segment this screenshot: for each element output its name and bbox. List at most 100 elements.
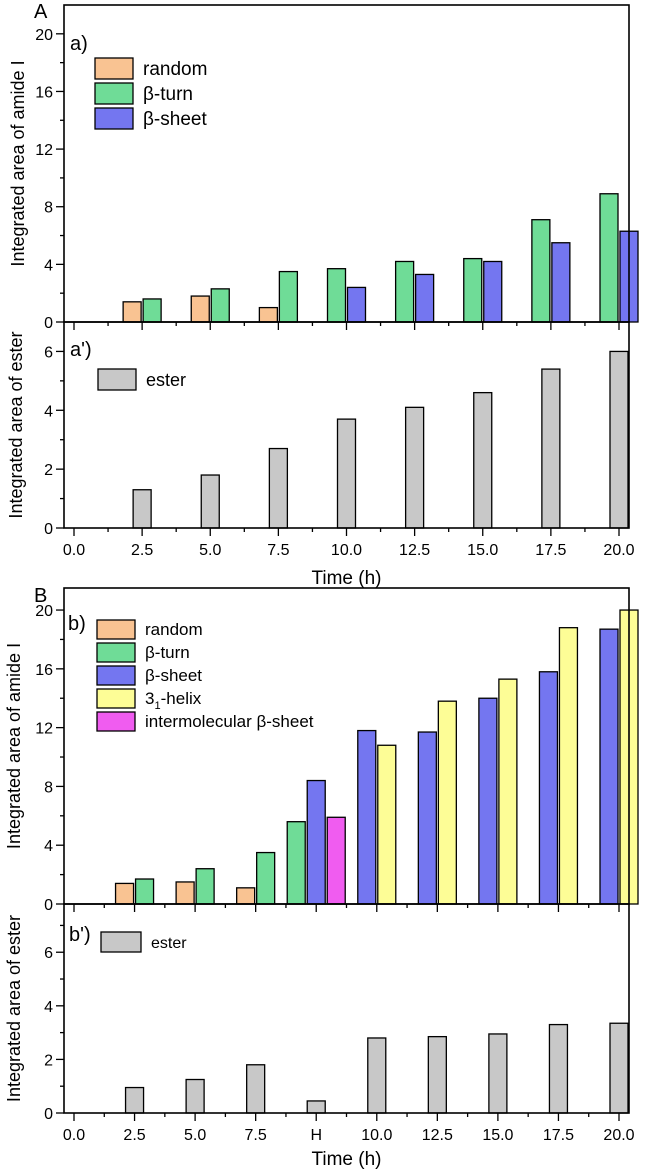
bar-random-2.5 <box>114 882 135 905</box>
y-tick-label: 6 <box>44 945 53 962</box>
y-tick-label: 4 <box>44 257 53 274</box>
subplot-label: b) <box>68 613 86 635</box>
x-tick-label: 2.5 <box>131 542 153 559</box>
y-tick-label: 0 <box>44 521 53 538</box>
bar-helix-15.0 <box>498 678 518 905</box>
y-tick-label: 20 <box>35 603 53 620</box>
y-tick-label: 0 <box>44 315 53 332</box>
y-tick-label: 2 <box>44 1052 53 1069</box>
bar-beta_turn-5.0 <box>210 288 230 323</box>
bar-random-7.5 <box>258 306 279 323</box>
legend-label-ester: ester <box>151 935 187 952</box>
legend-swatch-beta_turn <box>96 642 136 663</box>
x-tick-label: 17.5 <box>543 1127 574 1144</box>
y-tick-label: 4 <box>44 838 53 855</box>
bar-helix-12.5 <box>437 700 457 905</box>
y-axis-label: Integrated area of ester <box>4 915 24 1102</box>
legend-label-beta_turn: β-turn <box>143 84 193 105</box>
bar-random-5.0 <box>175 881 195 905</box>
legend: ester <box>97 368 186 391</box>
x-tick-label: 7.5 <box>267 542 289 559</box>
x-tick-label: 2.5 <box>123 1127 145 1144</box>
bar-ester-15.0 <box>473 391 493 529</box>
panel-letter: A <box>34 1 48 23</box>
bar-ester-15.0 <box>488 1033 508 1114</box>
bar-beta_sheet-12.5 <box>414 273 435 323</box>
bar-random-7.5 <box>236 887 256 905</box>
legend-swatch-intermolecular <box>96 711 136 732</box>
legend-swatch-random <box>94 57 134 80</box>
bar-beta_turn-2.5 <box>134 878 155 905</box>
y-tick-label: 4 <box>44 999 53 1016</box>
y-tick-label: 12 <box>35 142 53 159</box>
y-tick-label: 0 <box>44 1106 53 1123</box>
legend-label-intermolecular: intermolecular β-sheet <box>145 712 314 731</box>
x-tick-label: 7.5 <box>245 1127 267 1144</box>
bar-beta_turn-7.5 <box>278 270 299 323</box>
bar-ester-7.5 <box>268 447 289 529</box>
bar-beta_turn-12.5 <box>394 260 415 323</box>
bar-ester-2.5 <box>124 1086 145 1114</box>
x-tick-label: H <box>310 1127 322 1144</box>
x-tick-label: 10.0 <box>361 1127 392 1144</box>
bar-helix-10.0 <box>377 744 397 905</box>
x-tick-label: 10.0 <box>331 542 362 559</box>
legend: random β-turn β-sheet 31-helixintermolecula… <box>96 619 314 732</box>
y-tick-label: 4 <box>44 403 53 420</box>
y-tick-label: 12 <box>35 721 53 738</box>
bar-ester-17.5 <box>541 368 561 529</box>
x-tick-label: 20.0 <box>603 542 634 559</box>
bar-random-5.0 <box>190 295 210 323</box>
panel-letter: B <box>34 585 47 607</box>
x-tick-label: 20.0 <box>603 1127 634 1144</box>
subplot-b: 0 4 8 12 16 20 b) Integrated area of amide I ran… <box>4 587 639 914</box>
legend-swatch-helix <box>96 688 136 709</box>
bar-intermolecular-H <box>326 816 346 905</box>
y-tick-label: 8 <box>44 779 53 796</box>
subplot-label: a) <box>70 33 88 55</box>
bar-beta_turn-20.0 <box>599 193 619 323</box>
x-tick-label: 15.0 <box>467 542 498 559</box>
bar-ester-5.0 <box>200 474 220 529</box>
y-axis-label: Integrated area of amide I <box>8 60 28 266</box>
legend-swatch-ester <box>97 368 137 391</box>
x-tick-label: 5.0 <box>199 542 221 559</box>
x-axis-label: Time (h) <box>311 568 381 589</box>
bar-ester-12.5 <box>427 1035 447 1114</box>
bar-beta_sheet-15.0 <box>478 697 498 905</box>
bar-random-2.5 <box>122 301 142 323</box>
x-tick-label: 17.5 <box>535 542 566 559</box>
bar-beta_turn-17.5 <box>531 219 551 323</box>
x-tick-label: 15.0 <box>482 1127 513 1144</box>
legend-label-ester: ester <box>146 370 186 390</box>
bar-beta_turn-5.0 <box>195 868 215 905</box>
y-tick-label: 16 <box>35 662 53 679</box>
bar-ester-20.0 <box>609 1022 629 1114</box>
bar-ester-2.5 <box>132 489 152 529</box>
legend-swatch-ester <box>100 931 142 953</box>
bar-beta_sheet-10.0 <box>346 286 367 323</box>
legend-label-beta_sheet: β-sheet <box>143 109 207 130</box>
bar-beta_turn-2.5 <box>142 298 162 323</box>
bar-ester-7.5 <box>246 1064 266 1114</box>
x-tick-label: 12.5 <box>422 1127 453 1144</box>
bar-beta_turn-7.5 <box>256 851 276 905</box>
bar-beta_sheet-15.0 <box>483 260 503 323</box>
bar-beta_sheet-17.5 <box>551 242 571 323</box>
bar-ester-17.5 <box>548 1023 569 1114</box>
y-tick-label: 6 <box>44 344 53 361</box>
subplot-label: a') <box>70 339 92 361</box>
subplot-a: 0 4 8 12 16 20 a) Integrated area of amide I ran… <box>8 4 639 332</box>
y-tick-label: 8 <box>44 200 53 217</box>
y-tick-label: 0 <box>44 897 53 914</box>
bar-ester-10.0 <box>367 1037 387 1114</box>
bar-ester-20.0 <box>609 350 629 529</box>
legend-swatch-beta_turn <box>94 82 134 105</box>
y-axis-label: Integrated area of ester <box>6 331 26 518</box>
legend-label-beta_turn: β-turn <box>145 643 190 662</box>
x-tick-label: 0.0 <box>63 1127 85 1144</box>
y-tick-label: 20 <box>35 27 53 44</box>
bar-ester-5.0 <box>185 1078 205 1114</box>
bar-beta_sheet-17.5 <box>538 671 559 905</box>
